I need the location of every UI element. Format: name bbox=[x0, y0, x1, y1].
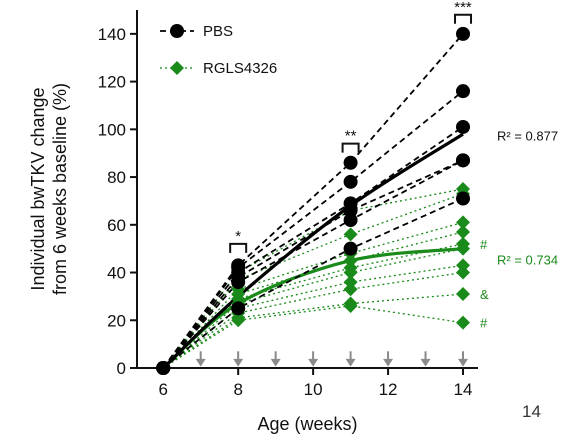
data-point-rgls4326 bbox=[343, 275, 358, 290]
data-point-rgls4326 bbox=[456, 287, 471, 302]
point-annotation: & bbox=[480, 287, 489, 302]
significance-bracket bbox=[454, 13, 473, 24]
data-point-pbs bbox=[343, 241, 358, 256]
plot-area: 0 20 40 60 80 100 120 140 6 8 10 12 14 Age (weeks) Ind… bbox=[28, 0, 558, 434]
data-point-rgls4326 bbox=[456, 258, 471, 273]
data-point-rgls4326 bbox=[456, 265, 471, 280]
trajectory-line-rgls4326 bbox=[162, 193, 464, 369]
y-tick-label: 20 bbox=[107, 311, 126, 330]
x-tick-label: 14 bbox=[454, 380, 473, 399]
trajectory-line-rgls4326 bbox=[162, 231, 464, 369]
data-point-rgls4326 bbox=[456, 215, 471, 230]
dosing-arrow-head bbox=[420, 358, 431, 367]
legend-label-rgls4326: RGLS4326 bbox=[203, 60, 277, 77]
data-point-pbs bbox=[343, 155, 358, 170]
trajectory-line-rgls4326 bbox=[162, 243, 464, 369]
trajectory-line-pbs bbox=[162, 126, 464, 369]
fit-curve-pbs bbox=[162, 132, 464, 370]
trajectory-line-pbs bbox=[162, 159, 464, 369]
trajectory-line-pbs bbox=[162, 90, 464, 369]
data-point-pbs bbox=[343, 213, 358, 228]
significance-label: *** bbox=[454, 0, 472, 16]
y-axis-title-line1: Individual bwTKV change bbox=[28, 87, 48, 290]
data-point-rgls4326 bbox=[343, 265, 358, 280]
significance-label: ** bbox=[345, 128, 357, 145]
page-number: 14 bbox=[522, 402, 541, 421]
data-point-rgls4326 bbox=[231, 313, 246, 328]
data-point-rgls4326 bbox=[343, 282, 358, 297]
data-point-rgls4326 bbox=[343, 298, 358, 313]
dosing-arrow-head bbox=[345, 358, 356, 367]
data-point-rgls4326 bbox=[456, 241, 471, 256]
data-point-pbs bbox=[456, 84, 471, 99]
x-axis-title: Age (weeks) bbox=[257, 414, 357, 434]
legend-marker-pbs bbox=[170, 24, 184, 38]
data-point-rgls4326 bbox=[456, 315, 471, 330]
y-tick-label: 80 bbox=[107, 168, 126, 187]
data-point-rgls4326 bbox=[456, 224, 471, 239]
trajectory-line-pbs bbox=[162, 159, 464, 369]
y-tick-label: 140 bbox=[98, 25, 126, 44]
dosing-arrow-head bbox=[458, 358, 469, 367]
dosing-arrow-head bbox=[383, 358, 394, 367]
y-tick-label: 40 bbox=[107, 264, 126, 283]
r2-label-pbs: R² = 0.877 bbox=[497, 128, 558, 143]
r2-label-rgls4326: R² = 0.734 bbox=[497, 253, 558, 268]
trajectory-line-pbs bbox=[162, 197, 464, 369]
data-point-pbs bbox=[456, 191, 471, 206]
x-tick-label: 12 bbox=[379, 380, 398, 399]
trajectory-line-rgls4326 bbox=[162, 188, 464, 369]
data-point-pbs bbox=[456, 119, 471, 134]
x-tick-label: 8 bbox=[233, 380, 242, 399]
dosing-arrow-head bbox=[308, 358, 319, 367]
dosing-arrow-head bbox=[195, 358, 206, 367]
legend-label-pbs: PBS bbox=[203, 23, 233, 40]
legend-marker-rgls4326 bbox=[170, 61, 184, 75]
point-annotation: # bbox=[480, 237, 488, 252]
y-tick-label: 60 bbox=[107, 216, 126, 235]
data-point-pbs bbox=[231, 275, 246, 290]
significance-bracket bbox=[229, 242, 248, 253]
x-tick-label: 10 bbox=[304, 380, 323, 399]
y-axis-title-line2: from 6 weeks baseline (%) bbox=[50, 83, 70, 295]
trajectory-line-rgls4326 bbox=[162, 305, 464, 369]
trajectory-line-rgls4326 bbox=[162, 221, 464, 369]
x-tick-label: 6 bbox=[158, 380, 167, 399]
data-point-pbs bbox=[343, 174, 358, 189]
data-point-pbs bbox=[156, 361, 171, 375]
trajectory-line-rgls4326 bbox=[162, 271, 464, 369]
y-tick-label: 100 bbox=[98, 120, 126, 139]
data-point-pbs bbox=[231, 301, 246, 316]
data-point-rgls4326 bbox=[343, 253, 358, 268]
data-point-pbs bbox=[456, 26, 471, 41]
dosing-arrow-head bbox=[270, 358, 281, 367]
dosing-arrow-head bbox=[233, 358, 244, 367]
y-tick-label: 120 bbox=[98, 73, 126, 92]
data-point-pbs bbox=[456, 153, 471, 168]
trajectory-line-rgls4326 bbox=[162, 293, 464, 369]
data-point-rgls4326 bbox=[343, 227, 358, 242]
significance-bracket bbox=[341, 142, 360, 153]
point-annotation: # bbox=[480, 316, 488, 331]
trajectory-line-pbs bbox=[162, 33, 464, 369]
significance-label: * bbox=[235, 228, 241, 245]
y-tick-label: 0 bbox=[117, 359, 126, 378]
